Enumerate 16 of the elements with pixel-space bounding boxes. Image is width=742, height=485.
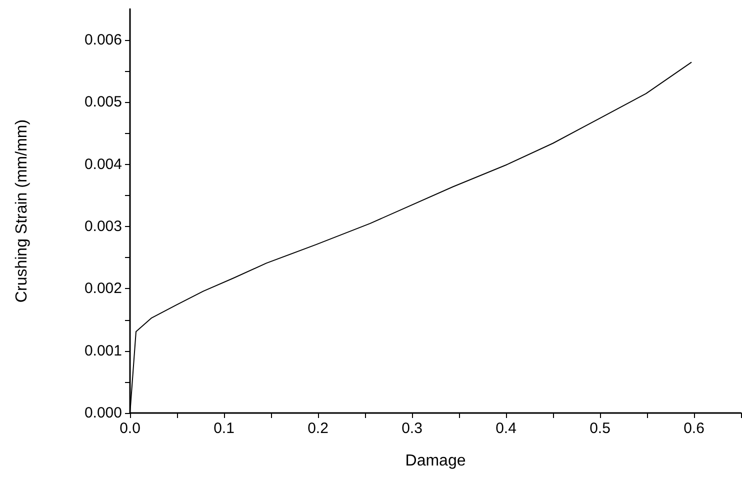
x-tick-label: 0.0 xyxy=(120,420,140,437)
y-tick-label: 0.000 xyxy=(84,404,122,422)
x-tick-label: 0.4 xyxy=(496,420,516,437)
y-axis-title: Crushing Strain (mm/mm) xyxy=(14,119,30,303)
x-tick-label: 0.2 xyxy=(308,420,328,437)
y-tick-label: 0.002 xyxy=(84,280,122,298)
x-tick-label: 0.3 xyxy=(402,420,422,437)
x-tick-label: 0.6 xyxy=(684,420,704,437)
x-tick-label: 0.5 xyxy=(590,420,610,437)
x-tick-label: 0.1 xyxy=(214,420,234,437)
y-tick-label: 0.003 xyxy=(84,218,122,236)
y-tick-label: 0.005 xyxy=(84,94,122,111)
y-tick-label: 0.006 xyxy=(84,32,122,49)
y-tick-label: 0.004 xyxy=(84,156,122,173)
y-tick-label: 0.001 xyxy=(84,342,122,360)
x-axis-title: Damage xyxy=(405,452,466,470)
